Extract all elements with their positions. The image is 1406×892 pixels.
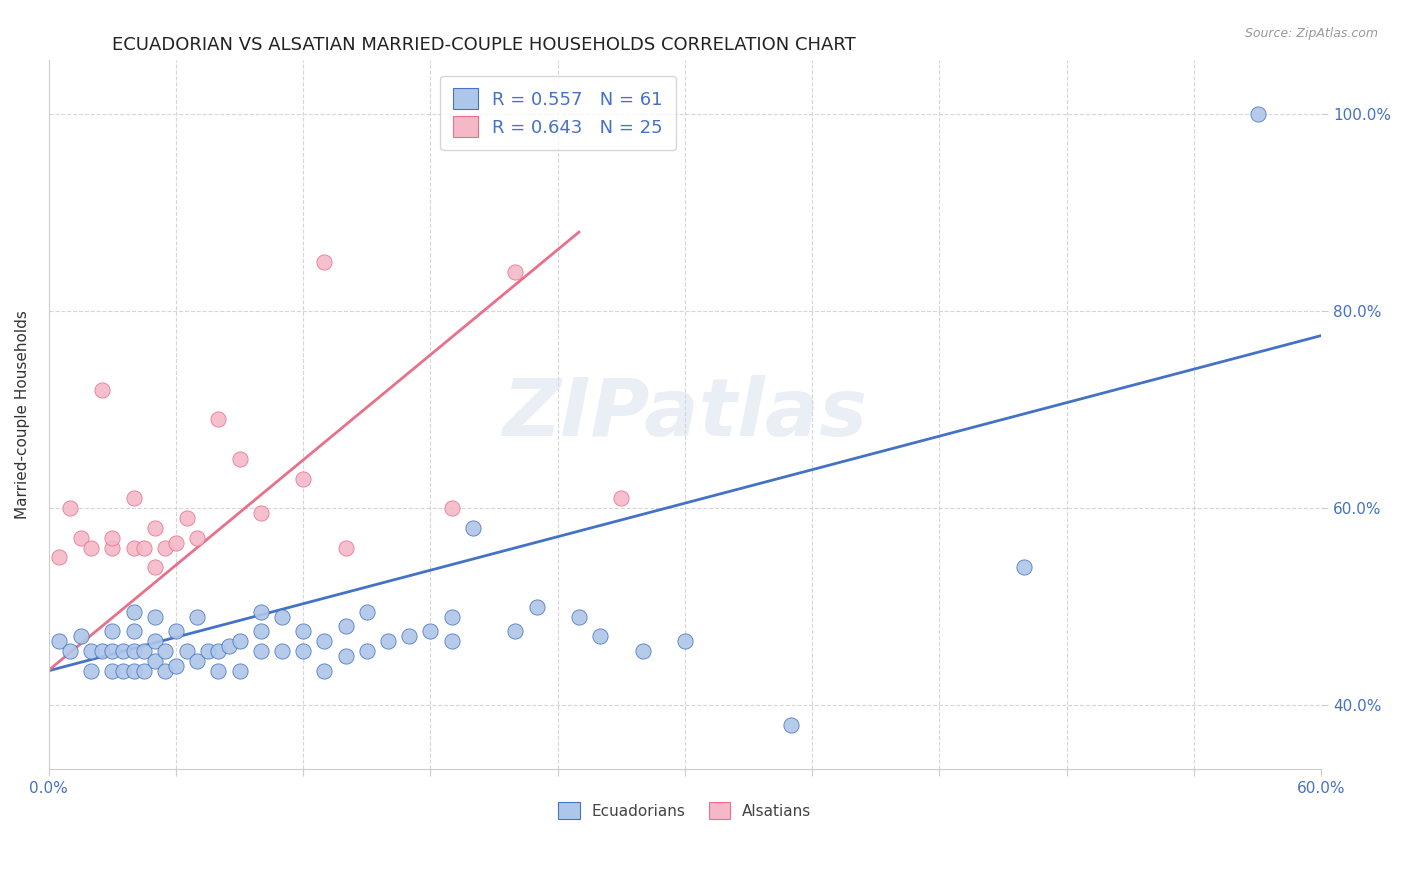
Text: ECUADORIAN VS ALSATIAN MARRIED-COUPLE HOUSEHOLDS CORRELATION CHART: ECUADORIAN VS ALSATIAN MARRIED-COUPLE HO… [112, 36, 856, 54]
Point [176, 511, 198, 525]
Point [505, 264, 527, 278]
Point [228, 451, 250, 466]
Point [143, 654, 166, 668]
Point [250, 624, 273, 639]
Point [101, 531, 124, 545]
Point [398, 629, 420, 643]
Point [377, 634, 399, 648]
Point [48, 550, 70, 565]
Point [122, 491, 145, 506]
Point [165, 535, 187, 549]
Point [143, 560, 166, 574]
Point [1014, 560, 1036, 574]
Point [314, 254, 336, 268]
Point [314, 664, 336, 678]
Point [143, 609, 166, 624]
Point [461, 521, 484, 535]
Point [250, 506, 273, 520]
Text: Source: ZipAtlas.com: Source: ZipAtlas.com [1244, 27, 1378, 40]
Point [314, 634, 336, 648]
Point [271, 609, 294, 624]
Point [155, 541, 177, 555]
Point [90, 383, 112, 397]
Point [610, 491, 633, 506]
Point [292, 644, 315, 658]
Point [101, 644, 124, 658]
Point [335, 648, 357, 663]
Point [440, 609, 463, 624]
Point [122, 624, 145, 639]
Point [419, 624, 441, 639]
Point [1246, 107, 1268, 121]
Point [134, 541, 156, 555]
Point [186, 531, 208, 545]
Y-axis label: Married-couple Households: Married-couple Households [15, 310, 30, 519]
Point [186, 654, 208, 668]
Point [176, 644, 198, 658]
Point [292, 624, 315, 639]
Point [90, 644, 112, 658]
Point [292, 471, 315, 485]
Point [69, 629, 91, 643]
Point [101, 664, 124, 678]
Point [228, 634, 250, 648]
Point [48, 634, 70, 648]
Point [155, 664, 177, 678]
Legend: Ecuadorians, Alsatians: Ecuadorians, Alsatians [553, 796, 818, 825]
Point [218, 639, 240, 653]
Point [134, 664, 156, 678]
Point [356, 644, 378, 658]
Point [631, 644, 654, 658]
Point [134, 644, 156, 658]
Point [143, 634, 166, 648]
Point [673, 634, 696, 648]
Point [122, 664, 145, 678]
Point [80, 541, 103, 555]
Point [80, 644, 103, 658]
Point [101, 541, 124, 555]
Point [250, 644, 273, 658]
Point [165, 624, 187, 639]
Point [780, 718, 803, 732]
Point [59, 501, 82, 516]
Point [271, 644, 294, 658]
Point [207, 664, 229, 678]
Point [440, 501, 463, 516]
Point [505, 624, 527, 639]
Point [335, 541, 357, 555]
Point [122, 541, 145, 555]
Point [356, 605, 378, 619]
Point [440, 634, 463, 648]
Point [101, 624, 124, 639]
Point [207, 412, 229, 426]
Point [228, 664, 250, 678]
Point [155, 644, 177, 658]
Point [197, 644, 219, 658]
Point [59, 644, 82, 658]
Point [122, 644, 145, 658]
Point [335, 619, 357, 633]
Point [589, 629, 612, 643]
Point [69, 531, 91, 545]
Point [165, 658, 187, 673]
Point [111, 644, 134, 658]
Point [526, 599, 548, 614]
Text: ZIPatlas: ZIPatlas [502, 376, 868, 453]
Point [111, 664, 134, 678]
Point [207, 644, 229, 658]
Point [250, 605, 273, 619]
Point [568, 609, 591, 624]
Point [80, 664, 103, 678]
Point [122, 605, 145, 619]
Point [143, 521, 166, 535]
Point [186, 609, 208, 624]
